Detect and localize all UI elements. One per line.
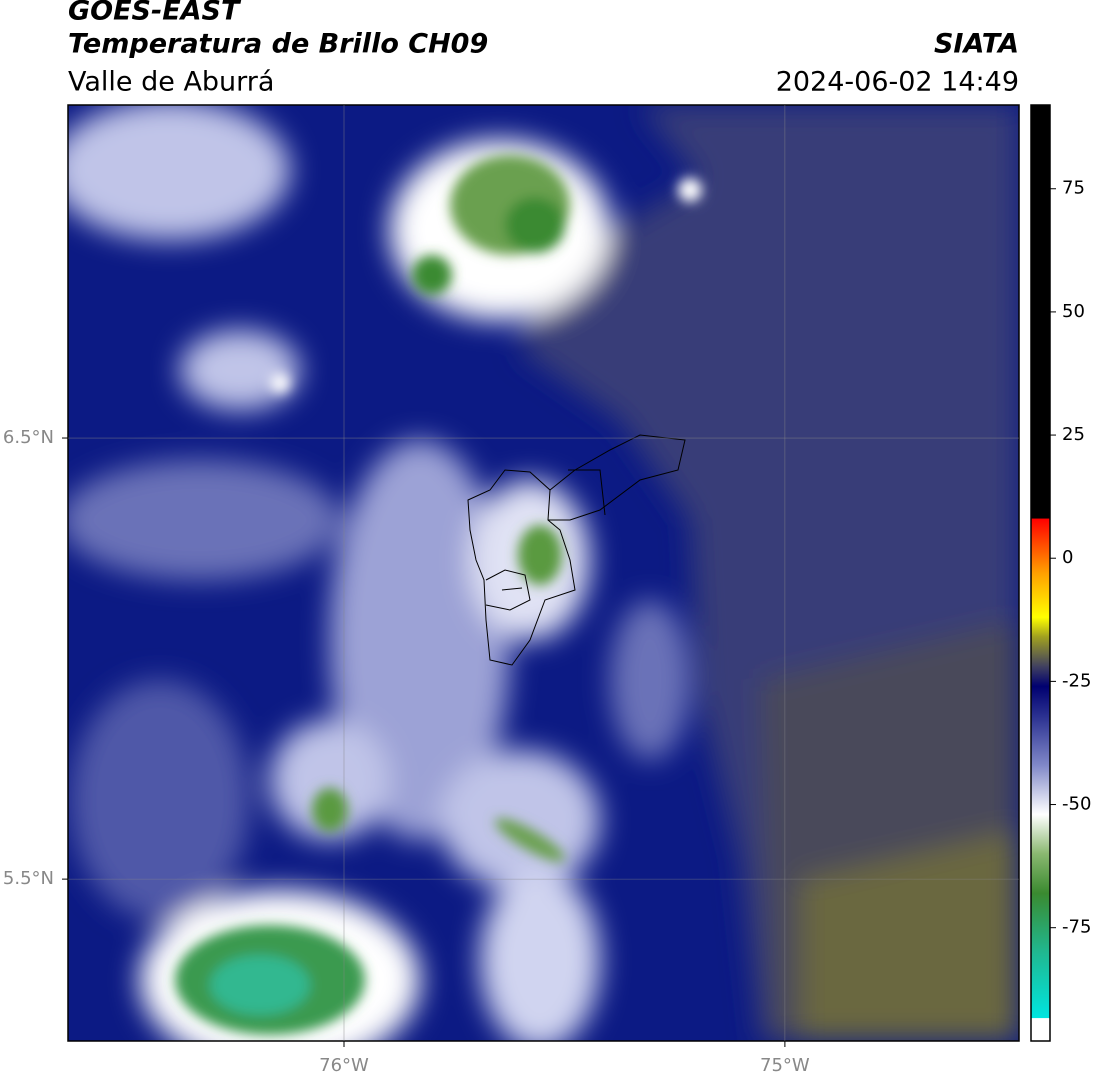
y-tick-label: 6.5°N [3, 427, 54, 448]
colorbar [1030, 104, 1051, 1042]
colorbar-tick-label: -25 [1062, 670, 1091, 691]
datetime: 2024-06-02 14:49 [776, 67, 1019, 98]
x-tick-label: 76°W [319, 1055, 369, 1076]
colorbar-tick-label: 25 [1062, 424, 1085, 445]
x-tick-label: 75°W [760, 1055, 810, 1076]
colorbar-tick-label: -50 [1062, 794, 1091, 815]
colorbar-tick-label: 50 [1062, 301, 1085, 322]
map-frame [67, 104, 1020, 1042]
satellite-image [68, 105, 1019, 1041]
title: GOES-EAST [68, 0, 242, 27]
municipal-boundaries [467, 434, 686, 666]
region: Valle de Aburrá [68, 67, 274, 98]
colorbar-tick-label: 75 [1062, 178, 1085, 199]
colorbar-tick-label: -75 [1062, 917, 1091, 938]
y-tick-label: 5.5°N [3, 868, 54, 889]
subtitle: Temperatura de Brillo CH09 [68, 29, 488, 60]
colorbar-tick-label: 0 [1062, 547, 1073, 568]
source: SIATA [934, 29, 1019, 60]
